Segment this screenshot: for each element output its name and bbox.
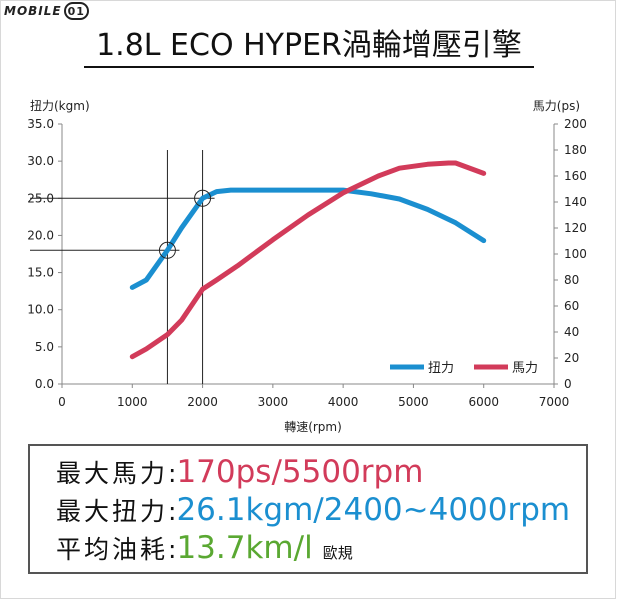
legend-label: 扭力 — [428, 361, 454, 376]
x-tick-label: 5000 — [398, 395, 429, 409]
y-left-tick-label: 30.0 — [27, 154, 54, 168]
logo-badge: 01 — [63, 2, 89, 20]
y-right-tick-label: 20 — [564, 351, 579, 365]
title-underline — [84, 66, 534, 68]
y-right-tick-label: 40 — [564, 325, 579, 339]
x-tick-label: 4000 — [328, 395, 359, 409]
x-tick-label: 0 — [58, 395, 66, 409]
reference-point-circle — [158, 241, 176, 259]
y-axis-right-label: 馬力(ps) — [533, 99, 580, 113]
y-right-tick-label: 60 — [564, 299, 579, 313]
x-tick-label: 6000 — [468, 395, 499, 409]
y-right-tick-label: 200 — [564, 117, 587, 131]
chart-axes — [61, 124, 555, 385]
spec-value: 170ps/5500rpm — [176, 454, 424, 490]
x-tick-label: 1000 — [117, 395, 148, 409]
y-right-tick-label: 80 — [564, 273, 579, 287]
y-left-tick-label: 0.0 — [35, 377, 54, 391]
chart-markers — [158, 189, 212, 259]
legend-label: 馬力 — [512, 361, 538, 376]
y-right-tick-label: 100 — [564, 247, 587, 261]
y-left-tick-label: 20.0 — [27, 228, 54, 242]
spec-colon: : — [168, 497, 177, 526]
spec-label: 最大馬力 — [56, 459, 169, 488]
y-left-tick-label: 15.0 — [27, 266, 54, 280]
legend-item-power: 馬力 — [474, 361, 538, 376]
y-right-tick-label: 160 — [564, 169, 587, 183]
y-right-tick-label: 0 — [564, 377, 572, 391]
chart-title: 1.8L ECO HYPER渦輪增壓引擎 — [96, 28, 522, 63]
legend-item-torque: 扭力 — [390, 361, 454, 376]
chart-legend: 扭力 馬力 — [390, 361, 538, 376]
spec-box: 最大馬力 : 170ps/5500rpm 最大扭力 : 26.1kgm/2400… — [28, 444, 588, 574]
x-tick-label: 7000 — [539, 395, 570, 409]
spec-label: 平均油耗 — [56, 535, 169, 564]
x-axis-label: 轉速(rpm) — [284, 420, 342, 434]
chart-reference-lines — [30, 150, 215, 384]
x-tick-label: 2000 — [187, 395, 218, 409]
power-series-line — [129, 160, 487, 360]
y-axis-left-label: 扭力(kgm) — [30, 99, 90, 113]
y-left-tick-label: 5.0 — [35, 340, 54, 354]
spec-note: 歐規 — [322, 544, 353, 562]
chart-series — [129, 160, 487, 360]
x-tick-label: 3000 — [258, 395, 289, 409]
y-left-tick-label: 35.0 — [27, 117, 54, 131]
spec-colon: : — [168, 459, 177, 488]
engine-performance-chart: 0 1000 2000 3000 4000 5000 6000 70000.05.010.01… — [27, 99, 587, 434]
y-right-tick-label: 140 — [564, 195, 587, 209]
torque-series-line — [129, 187, 487, 290]
spec-value: 26.1kgm/2400~4000rpm — [176, 492, 571, 528]
spec-row-max-torque: 最大扭力 : 26.1kgm/2400~4000rpm — [56, 492, 570, 532]
y-right-tick-label: 120 — [564, 221, 587, 235]
y-left-tick-label: 10.0 — [27, 303, 54, 317]
site-logo: MOBILE 01 — [4, 2, 89, 20]
reference-point-circle — [194, 189, 212, 207]
y-right-tick-label: 180 — [564, 143, 587, 157]
spec-label: 最大扭力 — [56, 497, 169, 526]
logo-text: MOBILE — [4, 4, 62, 18]
spec-row-max-power: 最大馬力 : 170ps/5500rpm — [56, 454, 423, 494]
spec-colon: : — [168, 535, 177, 564]
spec-row-fuel-economy: 平均油耗 : 13.7km/l 歐規 — [56, 530, 353, 570]
spec-value: 13.7km/l — [176, 530, 313, 566]
